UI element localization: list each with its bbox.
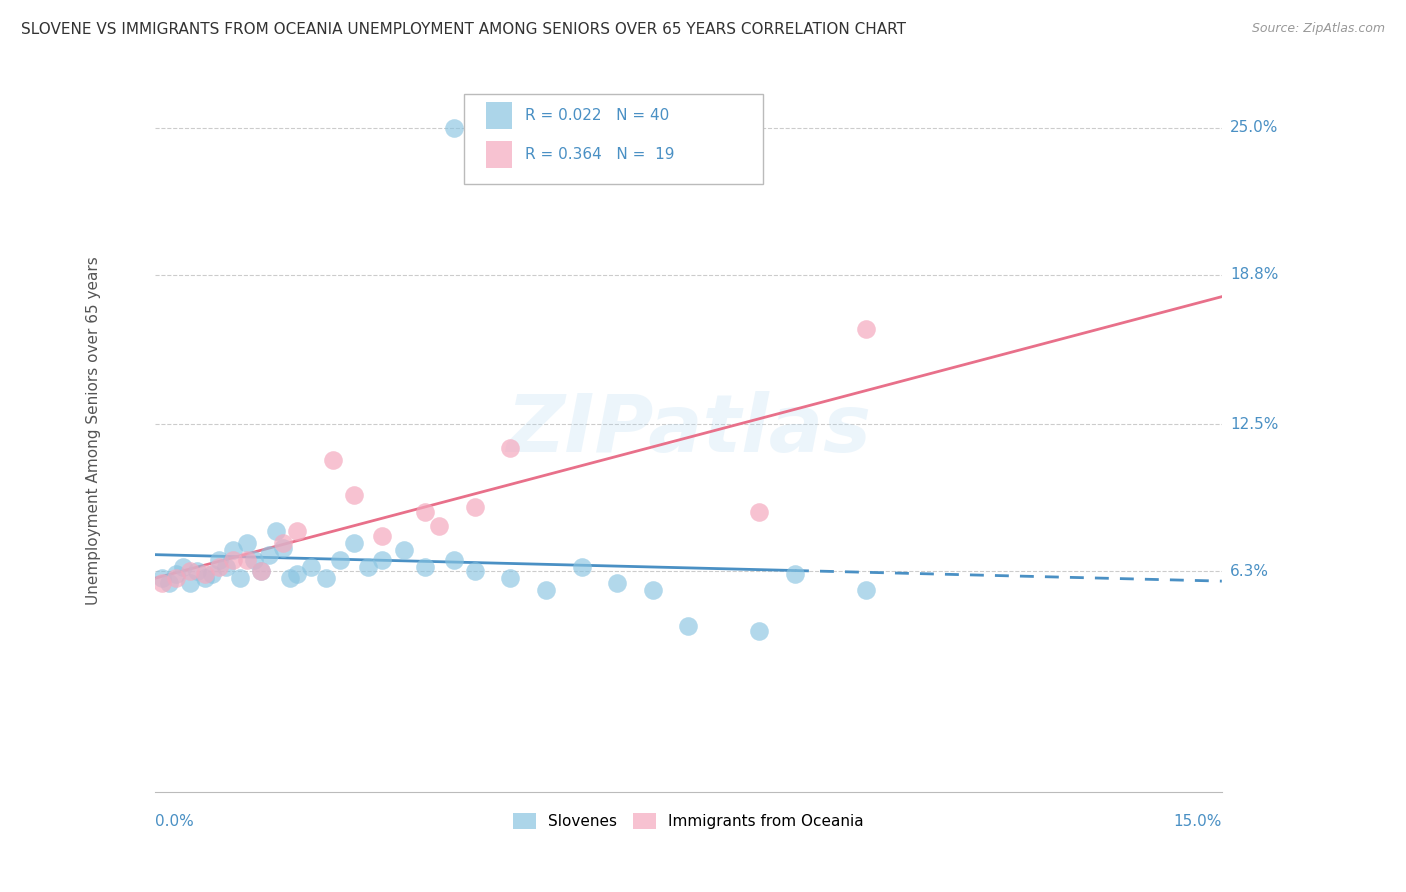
Point: [222, 552, 245, 566]
Point: [299, 559, 322, 574]
Point: [250, 565, 273, 579]
FancyBboxPatch shape: [485, 141, 512, 169]
Text: 0.0%: 0.0%: [155, 814, 194, 829]
Point: [357, 559, 380, 574]
Point: [165, 572, 187, 586]
Text: 18.8%: 18.8%: [1230, 268, 1278, 283]
Point: [499, 441, 522, 455]
Point: [413, 505, 436, 519]
Point: [229, 572, 252, 586]
Point: [257, 548, 280, 562]
Point: [371, 529, 394, 543]
Point: [343, 488, 366, 502]
Point: [464, 565, 486, 579]
Point: [534, 583, 557, 598]
Legend: Slovenes, Immigrants from Oceania: Slovenes, Immigrants from Oceania: [508, 806, 869, 835]
Point: [250, 565, 273, 579]
Point: [271, 541, 294, 555]
Point: [208, 552, 231, 566]
Point: [150, 576, 173, 591]
Point: [315, 572, 337, 586]
Point: [285, 524, 308, 538]
Point: [499, 572, 522, 586]
Point: [641, 583, 664, 598]
Point: [783, 566, 806, 581]
Text: 12.5%: 12.5%: [1230, 417, 1278, 432]
Point: [748, 624, 770, 638]
Point: [222, 543, 245, 558]
Point: [606, 576, 628, 591]
Text: Unemployment Among Seniors over 65 years: Unemployment Among Seniors over 65 years: [86, 256, 101, 605]
Point: [264, 524, 287, 538]
Text: SLOVENE VS IMMIGRANTS FROM OCEANIA UNEMPLOYMENT AMONG SENIORS OVER 65 YEARS CORR: SLOVENE VS IMMIGRANTS FROM OCEANIA UNEMP…: [21, 22, 905, 37]
Point: [329, 552, 352, 566]
Point: [371, 552, 394, 566]
Point: [157, 576, 180, 591]
Text: 25.0%: 25.0%: [1230, 120, 1278, 136]
Point: [150, 572, 173, 586]
Point: [427, 519, 450, 533]
Point: [855, 322, 877, 336]
Point: [343, 536, 366, 550]
Point: [172, 559, 194, 574]
Text: 6.3%: 6.3%: [1230, 564, 1270, 579]
Point: [194, 566, 217, 581]
Point: [208, 559, 231, 574]
Point: [236, 552, 259, 566]
Point: [413, 559, 436, 574]
Point: [285, 566, 308, 581]
Point: [215, 559, 238, 574]
Point: [179, 565, 201, 579]
Text: R = 0.022   N = 40: R = 0.022 N = 40: [524, 108, 669, 123]
Point: [748, 505, 770, 519]
Point: [678, 619, 700, 633]
Text: 15.0%: 15.0%: [1174, 814, 1222, 829]
Point: [194, 572, 217, 586]
Point: [278, 572, 301, 586]
Point: [392, 543, 415, 558]
Point: [201, 566, 224, 581]
Point: [443, 552, 465, 566]
Point: [236, 536, 259, 550]
Point: [464, 500, 486, 515]
Point: [443, 120, 465, 135]
Point: [571, 559, 593, 574]
Point: [322, 453, 344, 467]
Text: Source: ZipAtlas.com: Source: ZipAtlas.com: [1251, 22, 1385, 36]
Point: [855, 583, 877, 598]
FancyBboxPatch shape: [485, 102, 512, 129]
Point: [271, 536, 294, 550]
Point: [179, 576, 201, 591]
Text: ZIPatlas: ZIPatlas: [506, 392, 870, 469]
Point: [243, 552, 266, 566]
Point: [165, 566, 187, 581]
Text: R = 0.364   N =  19: R = 0.364 N = 19: [524, 147, 675, 162]
Point: [186, 565, 208, 579]
FancyBboxPatch shape: [464, 94, 763, 185]
